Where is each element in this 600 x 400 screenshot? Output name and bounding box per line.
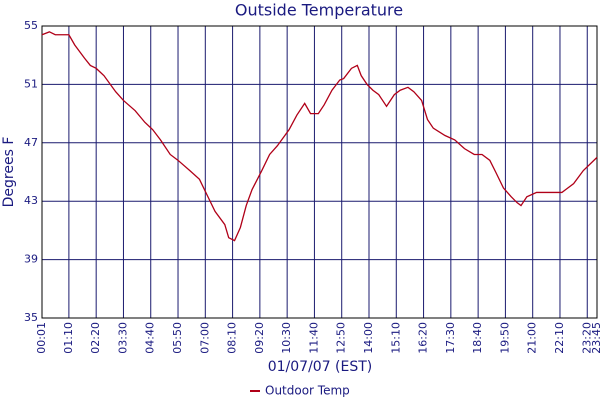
x-tick-label: 15:10 xyxy=(389,322,402,354)
x-tick-label: 05:50 xyxy=(171,322,184,354)
legend-label: Outdoor Temp xyxy=(265,384,350,398)
y-axis-label: Degrees F xyxy=(1,137,17,208)
x-tick-label: 00:01 xyxy=(35,322,48,354)
plot-border xyxy=(41,25,598,319)
y-tick-label: 39 xyxy=(24,253,38,266)
y-tick-label: 43 xyxy=(24,194,38,207)
x-tick-label: 11:40 xyxy=(307,322,320,354)
x-tick-label: 18:40 xyxy=(471,322,484,354)
x-tick-label: 16:20 xyxy=(417,322,430,354)
y-tick-label: 51 xyxy=(24,77,38,90)
x-tick-label: 04:40 xyxy=(144,322,157,354)
data-line xyxy=(41,31,598,242)
x-tick-label: 21:00 xyxy=(526,322,539,354)
x-tick-label: 03:30 xyxy=(116,322,129,354)
x-tick-label: 09:20 xyxy=(253,322,266,354)
y-tick-label: 47 xyxy=(24,136,38,149)
y-tick-label: 35 xyxy=(24,311,38,324)
chart-title: Outside Temperature xyxy=(235,1,403,20)
x-tick-label: 23:20 xyxy=(580,322,593,354)
x-tick-label: 10:30 xyxy=(280,322,293,354)
x-tick-label: 08:10 xyxy=(226,322,239,354)
x-axis-label: 01/07/07 (EST) xyxy=(268,359,373,375)
x-tick-label: 07:00 xyxy=(198,322,211,354)
x-tick-label: 23:45 xyxy=(590,322,600,354)
x-tick-label: 02:20 xyxy=(89,322,102,354)
x-tick-label: 22:10 xyxy=(553,322,566,354)
y-tick-label: 55 xyxy=(24,19,38,32)
x-tick-label: 19:50 xyxy=(498,322,511,354)
x-tick-label: 17:30 xyxy=(444,322,457,354)
x-tick-label: 14:00 xyxy=(362,322,375,354)
x-tick-label: 12:50 xyxy=(335,322,348,354)
x-tick-label: 01:10 xyxy=(62,322,75,354)
